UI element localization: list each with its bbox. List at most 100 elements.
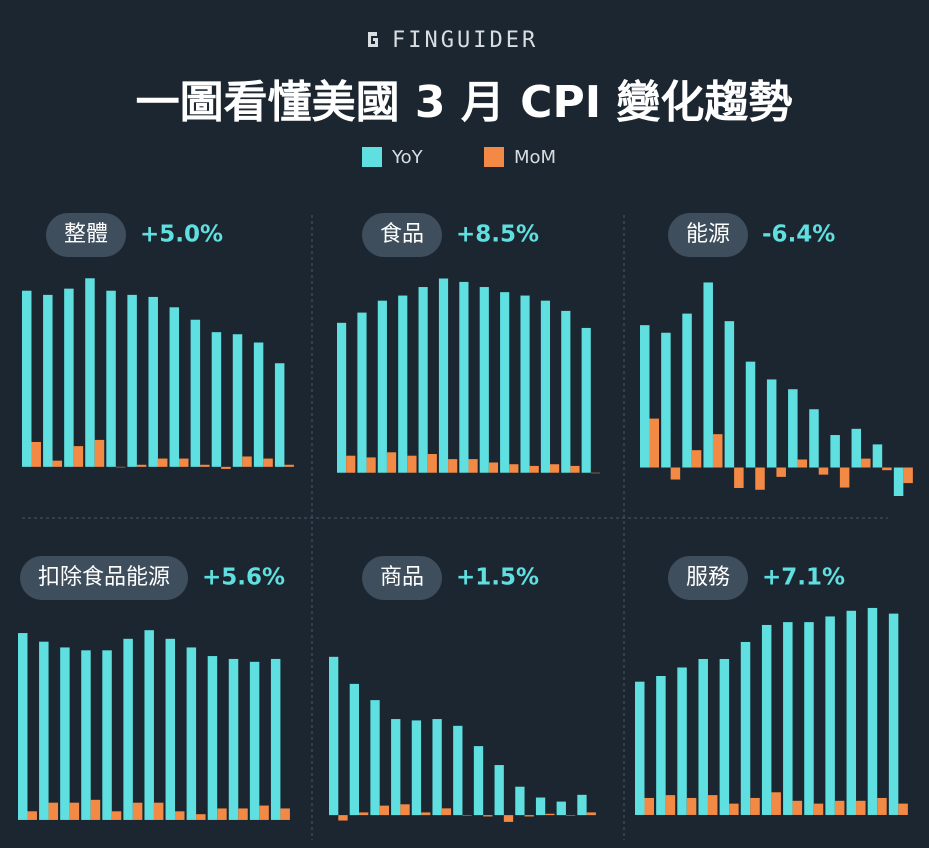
bar (111, 811, 122, 820)
bar (861, 458, 871, 468)
panel-title: 整體 (64, 222, 108, 247)
bar (359, 812, 369, 816)
bar (43, 294, 53, 467)
bar (459, 281, 469, 473)
bar (640, 325, 650, 468)
bar (94, 439, 105, 467)
bar (274, 363, 285, 467)
bar (590, 472, 600, 474)
bar (186, 647, 197, 820)
panel-change: +8.5% (456, 222, 539, 248)
bar (263, 458, 273, 467)
bar (761, 624, 772, 815)
legend-label: MoM (514, 147, 556, 168)
bar (73, 446, 84, 467)
panel-badge (668, 213, 749, 257)
panel-title: 商品 (380, 565, 424, 590)
bar (427, 454, 437, 473)
bar (771, 792, 781, 815)
bar (217, 808, 227, 820)
logo-icon (368, 32, 378, 47)
bar (132, 802, 143, 820)
panel: 扣除食品能源 +5.6% (18, 556, 290, 820)
bar (407, 455, 417, 473)
bar (644, 797, 654, 815)
bar (550, 464, 560, 473)
bar (398, 295, 408, 473)
bar (792, 800, 803, 815)
bar (106, 290, 116, 467)
bar (856, 800, 866, 815)
bar (788, 389, 798, 468)
bar (724, 321, 735, 468)
panel: 商品 +1.5% (329, 556, 596, 822)
bar (232, 334, 243, 467)
bar (148, 296, 158, 467)
bar (661, 332, 671, 468)
bar (90, 799, 101, 820)
bar (366, 457, 376, 473)
bar (766, 379, 777, 468)
bar (691, 450, 702, 468)
bar (377, 300, 387, 473)
bar (665, 795, 676, 815)
panel-title: 食品 (380, 222, 424, 247)
panel-badge (668, 556, 749, 600)
bar (903, 467, 913, 484)
bar (115, 466, 126, 468)
bar (818, 467, 829, 475)
logo: FINGUIDER (368, 28, 535, 53)
panel-title: 服務 (686, 565, 730, 590)
bar (228, 658, 239, 820)
bar (577, 794, 587, 816)
bar (581, 327, 591, 473)
bar (698, 658, 708, 815)
bar (570, 465, 580, 473)
bar (851, 428, 862, 468)
bar (52, 460, 63, 467)
bar (127, 294, 137, 467)
bar (462, 815, 472, 816)
bar (488, 462, 499, 473)
bar (270, 658, 281, 820)
bar (712, 434, 723, 468)
bar (750, 797, 760, 815)
bar (707, 795, 718, 815)
panel-change: +5.6% (202, 565, 285, 591)
bar (479, 287, 489, 473)
bar (448, 459, 458, 473)
bar (898, 803, 908, 815)
bar (411, 720, 422, 816)
bar (31, 441, 41, 467)
bar (565, 815, 576, 816)
bar (515, 786, 525, 816)
bar (719, 658, 730, 815)
bar (839, 467, 850, 488)
bar (776, 467, 786, 477)
bar (136, 464, 147, 467)
bar (503, 815, 514, 822)
bar (346, 455, 356, 473)
panel: 服務 +7.1% (635, 556, 908, 815)
bar (157, 458, 168, 467)
bar (259, 805, 269, 820)
bar (483, 815, 493, 817)
bar (370, 700, 380, 816)
bar (48, 802, 59, 820)
bar (418, 287, 428, 473)
bar (284, 464, 294, 467)
bar (165, 638, 176, 820)
bar (207, 656, 218, 820)
legend-swatch (362, 147, 382, 167)
bar (221, 466, 231, 469)
bar (175, 811, 185, 820)
bar (545, 813, 555, 816)
bar (211, 332, 222, 467)
bar (529, 465, 539, 473)
bar (391, 719, 401, 816)
bar (677, 667, 687, 815)
panel-badge (362, 213, 443, 257)
bar (253, 342, 264, 467)
bar (755, 467, 765, 490)
bar (200, 464, 210, 467)
